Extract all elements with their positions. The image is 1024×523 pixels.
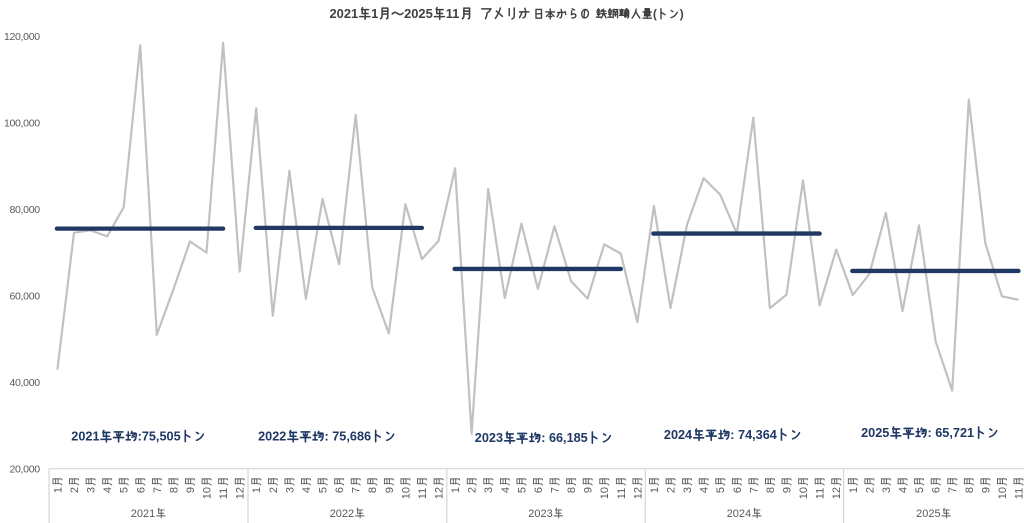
svg-text:(: ( <box>653 9 657 21</box>
svg-text:1: 1 <box>450 487 462 493</box>
svg-text:11: 11 <box>417 488 429 499</box>
svg-text:2021: 2021 <box>131 508 155 520</box>
svg-text:2: 2 <box>864 487 876 493</box>
svg-text:3: 3 <box>881 487 893 493</box>
svg-text:9: 9 <box>781 487 793 493</box>
svg-text:2021: 2021 <box>330 6 359 21</box>
svg-text:: 65,721: : 65,721 <box>928 426 975 440</box>
svg-text:6: 6 <box>533 487 545 493</box>
svg-text:3: 3 <box>682 487 694 493</box>
svg-text:10: 10 <box>798 487 810 499</box>
svg-text:4: 4 <box>500 487 512 493</box>
svg-text:3: 3 <box>86 487 98 493</box>
svg-text:4: 4 <box>897 487 909 493</box>
svg-text:40,000: 40,000 <box>9 377 40 389</box>
svg-text:8: 8 <box>765 487 777 493</box>
svg-text:12: 12 <box>831 487 843 499</box>
svg-text:2: 2 <box>69 487 81 493</box>
svg-text::75,505: :75,505 <box>138 430 181 444</box>
svg-text:2025: 2025 <box>404 6 433 21</box>
svg-text:8: 8 <box>168 487 180 493</box>
svg-text:: 66,185: : 66,185 <box>541 431 588 445</box>
svg-text:2: 2 <box>268 487 280 493</box>
svg-text:5: 5 <box>516 487 528 493</box>
svg-text:9: 9 <box>583 487 595 493</box>
svg-text:9: 9 <box>980 487 992 493</box>
svg-text:1: 1 <box>649 487 661 493</box>
svg-text:11: 11 <box>1013 488 1024 499</box>
svg-text:2025: 2025 <box>916 508 940 520</box>
svg-text:10: 10 <box>599 487 611 499</box>
svg-text:5: 5 <box>715 487 727 493</box>
svg-text:1: 1 <box>848 487 860 493</box>
svg-text:: 75,686: : 75,686 <box>325 430 372 444</box>
svg-text:3: 3 <box>284 487 296 493</box>
svg-text:7: 7 <box>947 487 959 493</box>
svg-text:8: 8 <box>964 487 976 493</box>
svg-text:2: 2 <box>467 487 479 493</box>
svg-text:6: 6 <box>931 487 943 493</box>
svg-text:60,000: 60,000 <box>9 291 40 303</box>
svg-text:1: 1 <box>371 6 378 21</box>
svg-text:9: 9 <box>384 487 396 493</box>
svg-text:11: 11 <box>616 488 628 499</box>
svg-text:2025: 2025 <box>861 426 889 440</box>
svg-text:10: 10 <box>997 487 1009 499</box>
svg-text:12: 12 <box>434 487 446 499</box>
svg-text:12: 12 <box>235 487 247 499</box>
svg-text:2021: 2021 <box>71 430 99 444</box>
svg-text:9: 9 <box>185 487 197 493</box>
svg-text:3: 3 <box>483 487 495 493</box>
svg-text:2022: 2022 <box>330 508 354 520</box>
svg-text:2024: 2024 <box>664 428 692 442</box>
svg-text:4: 4 <box>301 487 313 493</box>
svg-text:11: 11 <box>446 6 460 21</box>
svg-text:2022: 2022 <box>258 430 286 444</box>
svg-text:7: 7 <box>152 487 164 493</box>
svg-text:6: 6 <box>334 487 346 493</box>
svg-text:8: 8 <box>566 487 578 493</box>
svg-text:1: 1 <box>251 487 263 493</box>
svg-text:7: 7 <box>351 487 363 493</box>
svg-text:12: 12 <box>632 487 644 499</box>
svg-text:120,000: 120,000 <box>4 31 40 43</box>
svg-text:6: 6 <box>732 487 744 493</box>
svg-text:5: 5 <box>119 487 131 493</box>
svg-text:5: 5 <box>318 487 330 493</box>
svg-text:2023: 2023 <box>475 431 503 445</box>
svg-text:11: 11 <box>218 488 230 499</box>
svg-text:4: 4 <box>699 487 711 493</box>
svg-text:2: 2 <box>665 487 677 493</box>
svg-text:100,000: 100,000 <box>4 118 40 130</box>
svg-text:2024: 2024 <box>727 508 751 520</box>
svg-text:10: 10 <box>202 487 214 499</box>
svg-text:): ) <box>680 9 684 21</box>
svg-text:4: 4 <box>102 487 114 493</box>
svg-text:: 74,364: : 74,364 <box>730 428 777 442</box>
svg-text:20,000: 20,000 <box>9 464 40 476</box>
svg-text:2023: 2023 <box>528 508 552 520</box>
svg-text:7: 7 <box>550 487 562 493</box>
svg-text:10: 10 <box>400 487 412 499</box>
svg-text:7: 7 <box>748 487 760 493</box>
svg-text:11: 11 <box>815 488 827 499</box>
svg-text:80,000: 80,000 <box>9 204 40 216</box>
svg-text:5: 5 <box>914 487 926 493</box>
svg-text:6: 6 <box>135 487 147 493</box>
svg-text:8: 8 <box>367 487 379 493</box>
svg-text:1: 1 <box>52 487 64 493</box>
